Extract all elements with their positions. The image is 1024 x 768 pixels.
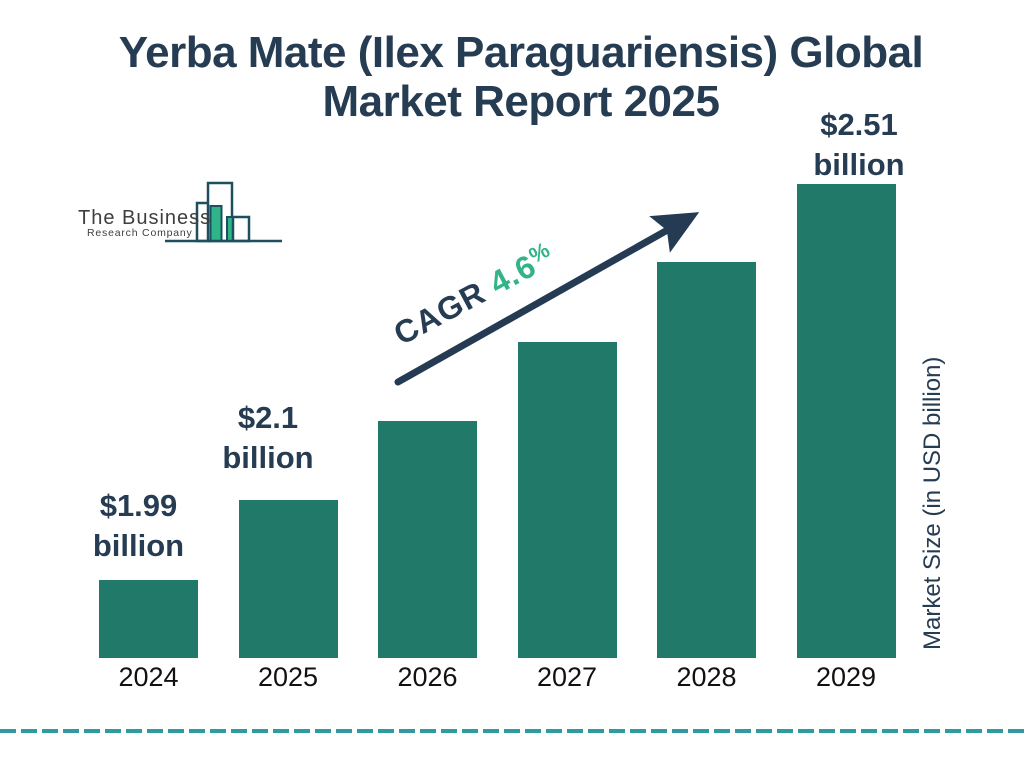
- value-amount: $2.1: [237, 400, 299, 435]
- page-title: Yerba Mate (Ilex Paraguariensis) Global …: [9, 28, 1024, 126]
- value-label-2029: $2.51 billion: [769, 105, 949, 185]
- x-tick-label: 2026: [397, 662, 458, 692]
- bar: [796, 184, 896, 658]
- logo-text-line1: The Business: [78, 207, 211, 229]
- x-tick-label: 2024: [118, 662, 179, 692]
- value-unit: billion: [92, 528, 185, 563]
- value-label-2024: $1.99 billion: [49, 486, 229, 566]
- bar: [238, 500, 338, 658]
- value-amount: $2.51: [820, 107, 898, 142]
- x-tick-label: 2025: [257, 662, 319, 692]
- bar: [378, 421, 477, 658]
- logo-text-line2: Research Company: [87, 227, 193, 239]
- x-tick-label: 2027: [536, 662, 598, 692]
- value-unit: billion: [813, 147, 905, 182]
- growth-arrow-icon: [394, 212, 700, 386]
- value-unit: billion: [222, 440, 314, 475]
- bar: [99, 580, 198, 658]
- x-tick-label: 2029: [815, 662, 877, 692]
- bar: [657, 262, 756, 658]
- company-logo: The Business Research Company: [78, 181, 282, 243]
- page-title-line2: Market Report 2025: [322, 77, 720, 126]
- x-tick-label: 2028: [676, 662, 737, 692]
- bar: [517, 342, 617, 658]
- page-title-line1: Yerba Mate (Ilex Paraguariensis) Global: [118, 28, 924, 77]
- y-axis-label: Market Size (in USD billion): [919, 356, 946, 650]
- bottom-dashed-divider: [0, 729, 1024, 733]
- value-label-2025: $2.1 billion: [178, 398, 358, 478]
- value-amount: $1.99: [99, 488, 178, 523]
- logo-skyline-icon: [165, 181, 282, 243]
